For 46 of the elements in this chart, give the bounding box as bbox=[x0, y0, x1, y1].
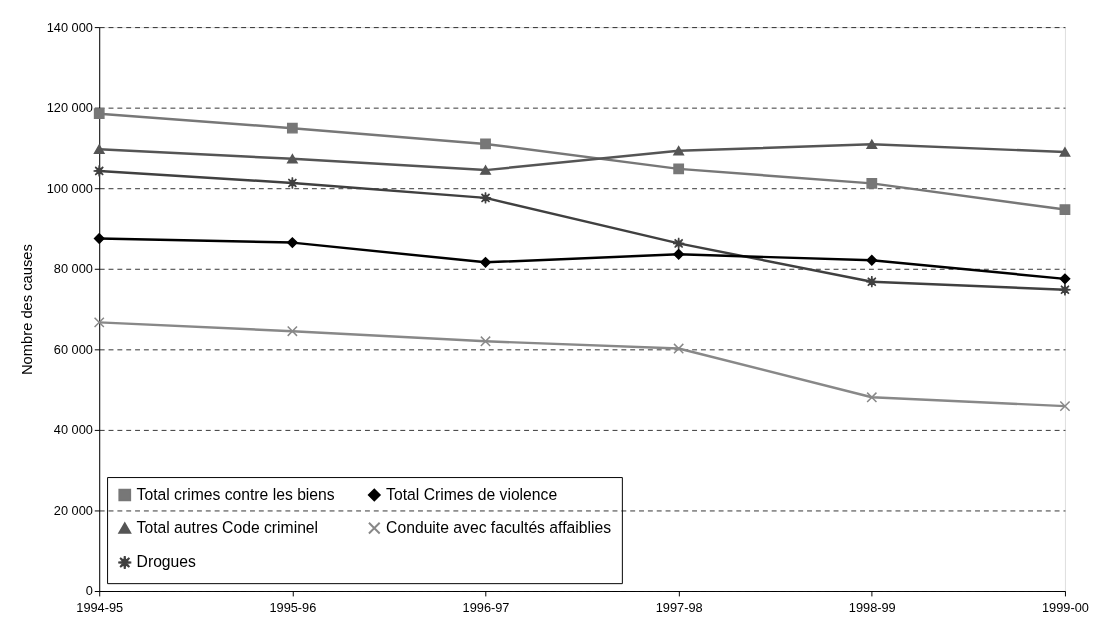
y-tick-label: 0 bbox=[85, 583, 93, 599]
point bbox=[286, 154, 298, 164]
point bbox=[866, 139, 878, 150]
legend-label: Total Crimes de violence bbox=[386, 485, 558, 503]
y-tick-label: 40 000 bbox=[53, 422, 93, 438]
point bbox=[1058, 283, 1072, 297]
legend-label: Total autres Code criminel bbox=[136, 519, 319, 537]
y-axis-title: Nombre des causes bbox=[18, 244, 35, 376]
x-tick-label: 1999-00 bbox=[1042, 600, 1089, 616]
point bbox=[480, 256, 491, 268]
y-tick-label: 80 000 bbox=[53, 261, 93, 277]
point bbox=[1059, 147, 1071, 157]
legend-label: Total crimes contre les biens bbox=[136, 485, 335, 503]
y-tick-label: 20 000 bbox=[53, 502, 93, 518]
point bbox=[92, 164, 106, 178]
x-tick-label: 1994-95 bbox=[76, 600, 124, 616]
x-tick-label: 1998-99 bbox=[848, 600, 896, 616]
point bbox=[480, 335, 491, 347]
point bbox=[866, 391, 878, 403]
point bbox=[93, 108, 105, 120]
point bbox=[286, 325, 298, 337]
legend-label: Conduite avec facultés affaiblies bbox=[386, 519, 612, 537]
x-tick-label: 1996-97 bbox=[462, 600, 510, 616]
point bbox=[480, 165, 491, 175]
point bbox=[1059, 400, 1071, 412]
x-tick-label: 1995-96 bbox=[269, 600, 317, 616]
legend-label: Drogues bbox=[136, 553, 197, 571]
x-tick-label: 1997-98 bbox=[655, 600, 703, 616]
point bbox=[93, 316, 105, 328]
point bbox=[673, 145, 685, 156]
y-tick-label: 60 000 bbox=[53, 341, 93, 357]
point bbox=[286, 237, 298, 248]
point bbox=[1059, 273, 1071, 285]
point bbox=[93, 233, 105, 244]
point bbox=[93, 144, 105, 154]
y-tick-label: 140 000 bbox=[46, 19, 93, 35]
point bbox=[286, 122, 298, 134]
point bbox=[673, 248, 685, 260]
point bbox=[673, 163, 685, 175]
point bbox=[1059, 204, 1071, 215]
y-tick-label: 100 000 bbox=[46, 180, 93, 196]
y-tick-label: 120 000 bbox=[46, 100, 93, 116]
point bbox=[866, 254, 878, 266]
point bbox=[673, 343, 685, 354]
point bbox=[866, 177, 878, 189]
point bbox=[480, 138, 491, 150]
